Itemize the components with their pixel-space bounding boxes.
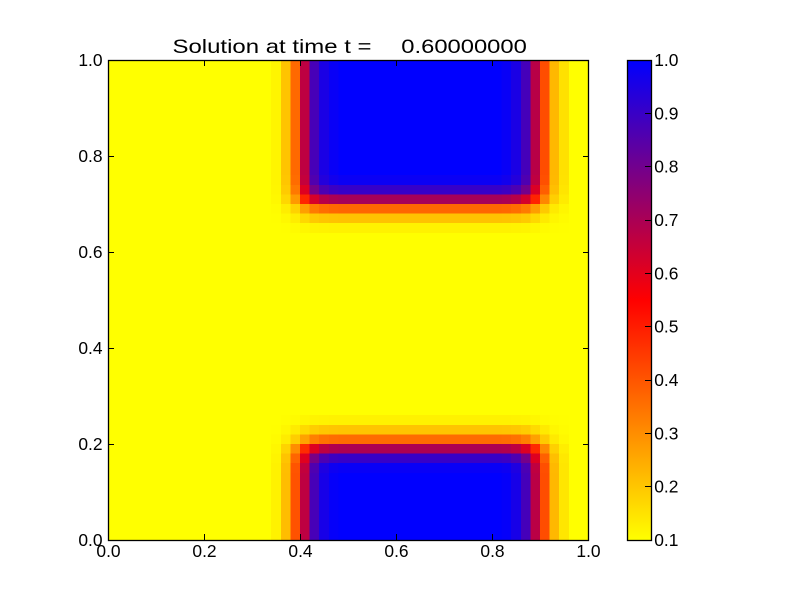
svg-text:0.0: 0.0 (96, 541, 120, 561)
svg-text:0.2: 0.2 (78, 434, 102, 454)
svg-text:1.0: 1.0 (654, 50, 678, 70)
svg-text:0.4: 0.4 (78, 338, 103, 358)
svg-text:0.2: 0.2 (654, 477, 678, 497)
svg-text:0.3: 0.3 (654, 423, 678, 443)
svg-text:0.60000000: 0.60000000 (401, 36, 527, 58)
svg-text:0.2: 0.2 (192, 541, 216, 561)
svg-text:0.9: 0.9 (654, 103, 678, 123)
svg-text:1.0: 1.0 (576, 541, 600, 561)
svg-text:1.0: 1.0 (78, 50, 102, 70)
svg-text:0.8: 0.8 (78, 146, 102, 166)
svg-text:0.5: 0.5 (654, 317, 678, 337)
svg-text:0.8: 0.8 (654, 157, 678, 177)
svg-text:0.4: 0.4 (654, 370, 679, 390)
svg-text:0.6: 0.6 (78, 242, 102, 262)
svg-text:0.1: 0.1 (654, 530, 678, 550)
svg-text:0.7: 0.7 (654, 210, 678, 230)
svg-text:Solution at time t =: Solution at time t = (173, 36, 372, 58)
svg-text:0.4: 0.4 (288, 541, 313, 561)
svg-text:0.8: 0.8 (480, 541, 504, 561)
svg-text:0.6: 0.6 (654, 263, 678, 283)
svg-text:0.0: 0.0 (78, 530, 102, 550)
svg-text:0.6: 0.6 (384, 541, 408, 561)
